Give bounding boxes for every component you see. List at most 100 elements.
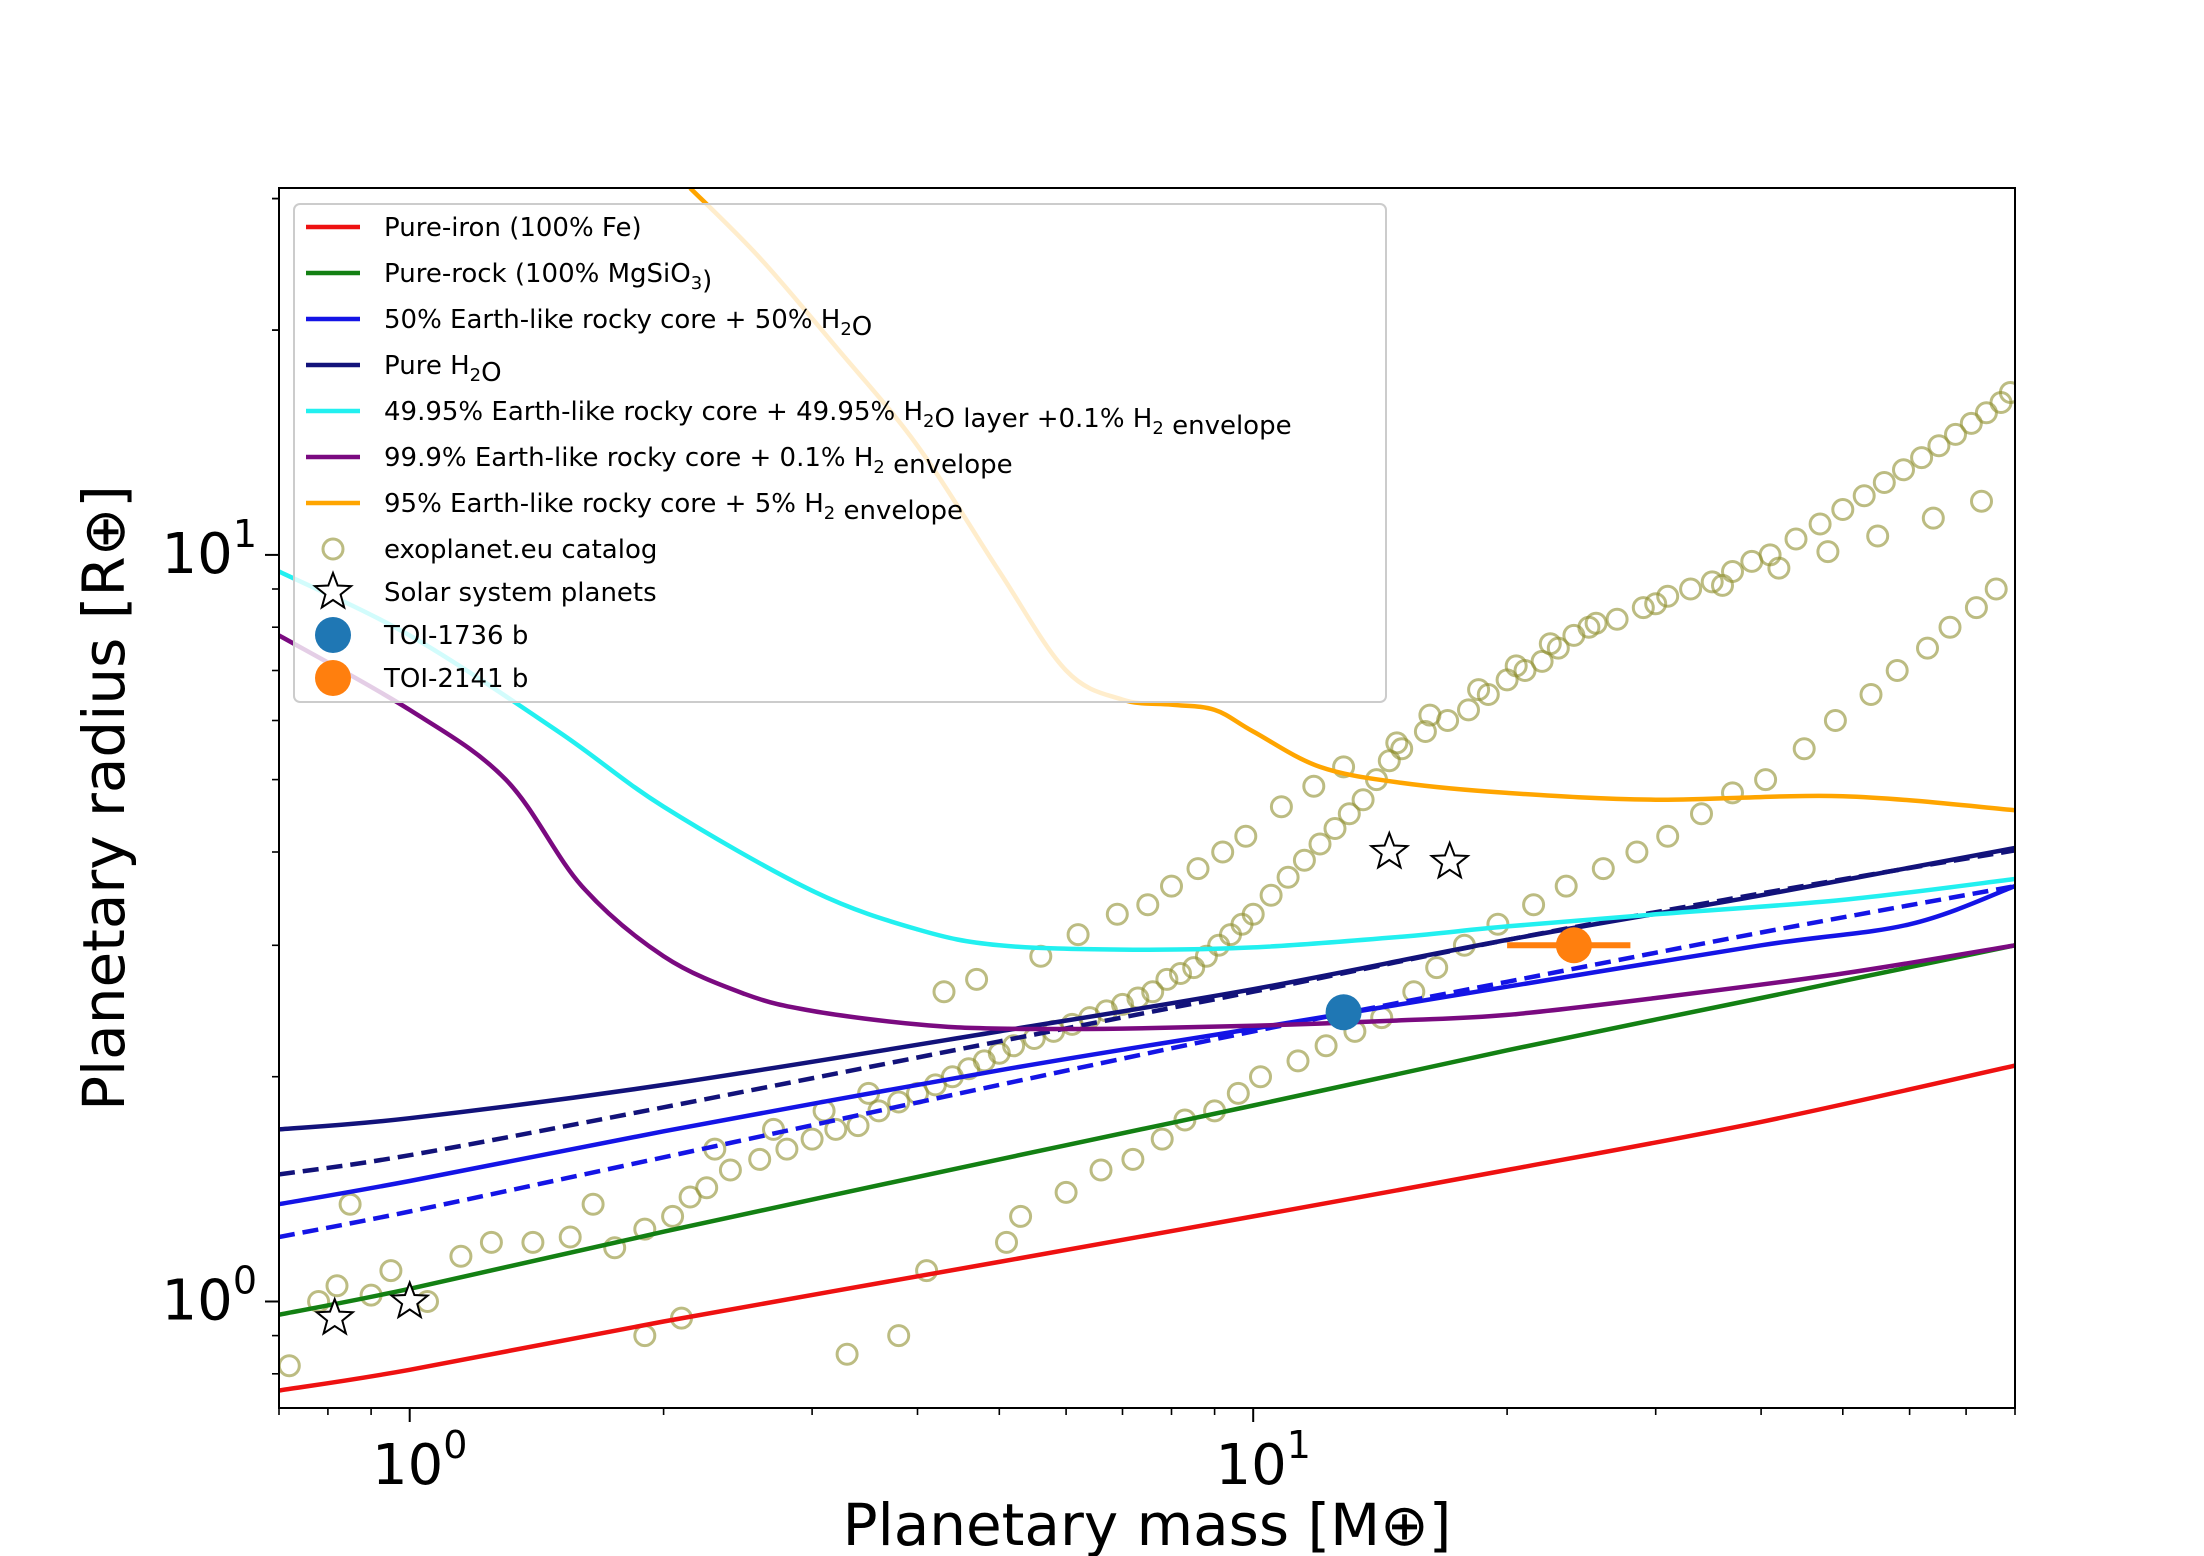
catalog-point xyxy=(1054,1180,1078,1204)
legend-entry-rock: Pure-rock (100% MgSiO3) xyxy=(306,259,712,296)
catalog-point xyxy=(915,1259,939,1283)
legend-entry-catalog: exoplanet.eu catalog xyxy=(321,535,657,565)
catalog-point xyxy=(1605,607,1629,631)
catalog-point xyxy=(1413,720,1437,743)
catalog-point xyxy=(1486,912,1510,936)
catalog-point xyxy=(1974,401,1998,425)
legend-swatch xyxy=(315,617,351,653)
curve-purewater-dashed xyxy=(279,848,2015,1177)
legend-entry-solar: Solar system planets xyxy=(312,570,657,610)
catalog-point xyxy=(1467,678,1491,702)
catalog-point xyxy=(1921,506,1945,530)
catalog-point xyxy=(1885,659,1909,682)
x-tick-label: 101 xyxy=(1215,1423,1310,1498)
catalog-point xyxy=(1186,857,1210,881)
catalog-point xyxy=(1892,458,1915,482)
legend-label: Pure-iron (100% Fe) xyxy=(384,213,642,243)
catalog-point xyxy=(1866,524,1890,548)
curve-cyan xyxy=(279,569,2015,952)
x-tick-label: 100 xyxy=(372,1423,467,1498)
catalog-point xyxy=(1644,592,1668,616)
catalog-point xyxy=(1182,956,1206,980)
planet-markers xyxy=(314,830,1631,1336)
catalog-point xyxy=(1425,956,1449,980)
legend-label: TOI-2141 b xyxy=(383,664,528,694)
catalog-point xyxy=(1823,709,1847,732)
catalog-point xyxy=(1808,512,1832,536)
catalog-point xyxy=(581,1192,605,1216)
catalog-point xyxy=(1754,768,1778,792)
catalog-point xyxy=(1711,573,1734,597)
catalog-point xyxy=(1259,883,1283,907)
y-tick-label: 100 xyxy=(162,1258,257,1333)
solar-system-star xyxy=(314,1296,356,1336)
legend-entry-toi2141: TOI-2141 b xyxy=(315,660,528,696)
legend-swatch xyxy=(315,660,351,696)
catalog-point xyxy=(1314,1034,1338,1058)
x-tick-labels: 100 101 xyxy=(372,1423,1311,1498)
legend: Pure-iron (100% Fe) Pure-rock (100% MgSiO… xyxy=(293,203,1387,703)
catalog-point xyxy=(1959,411,1983,435)
catalog-point xyxy=(1390,737,1414,761)
catalog-point xyxy=(1105,902,1129,926)
catalog-point xyxy=(1234,824,1258,848)
solar-system-star xyxy=(1428,839,1471,880)
plot-frame xyxy=(278,187,2016,1409)
catalog-point xyxy=(1700,570,1724,594)
catalog-point xyxy=(835,1342,859,1366)
catalog-point xyxy=(1816,540,1840,564)
catalog-point xyxy=(1767,556,1791,580)
catalog-point xyxy=(1002,1034,1026,1058)
legend-label: Pure H2O xyxy=(384,351,502,388)
catalog-point xyxy=(1249,1065,1272,1089)
legend-entry-cyan: 49.95% Earth-like rocky core + 49.95% H2… xyxy=(306,397,1292,441)
catalog-point xyxy=(1522,893,1546,917)
curve-water50 xyxy=(279,883,2015,1207)
catalog-point xyxy=(1323,817,1347,840)
catalog-point xyxy=(1141,980,1165,1004)
y-tick-labels: 100 101 xyxy=(162,512,257,1334)
target-toi2141 xyxy=(1555,927,1592,964)
catalog-point xyxy=(1656,824,1680,848)
catalog-point xyxy=(748,1147,772,1171)
catalog-point xyxy=(1970,489,1993,513)
catalog-point xyxy=(1337,802,1361,826)
catalog-point xyxy=(1111,992,1134,1016)
catalog-point xyxy=(1927,434,1951,458)
catalog-point xyxy=(1872,471,1896,494)
catalog-point xyxy=(1308,832,1332,856)
catalog-point xyxy=(1276,865,1300,889)
catalog-point xyxy=(1418,703,1442,727)
legend-frame xyxy=(293,203,1387,703)
catalog-point xyxy=(1385,731,1409,755)
catalog-point xyxy=(1721,560,1744,583)
catalog-point xyxy=(800,1127,824,1151)
legend-label: Pure-rock (100% MgSiO3) xyxy=(384,259,712,296)
x-axis-label: Planetary mass [M⊕] xyxy=(843,1491,1452,1556)
catalog-point xyxy=(1998,381,2015,404)
catalog-point xyxy=(338,1192,362,1216)
y-tick-label: 101 xyxy=(162,512,257,587)
catalog-point xyxy=(1859,683,1883,706)
curve-purple xyxy=(279,633,2015,1032)
catalog-point xyxy=(1938,615,1962,639)
legend-entry-purewater: Pure H2O xyxy=(306,351,502,388)
catalog-point xyxy=(1631,596,1655,620)
y-axis-label: Planetary radius [R⊕] xyxy=(70,485,138,1111)
legend-entry-toi1736: TOI-1736 b xyxy=(315,617,528,653)
catalog-point xyxy=(775,1137,799,1161)
catalog-point xyxy=(1910,446,1934,470)
catalog-point xyxy=(1554,874,1578,898)
catalog-point xyxy=(1584,611,1608,635)
catalog-point xyxy=(449,1244,473,1268)
legend-label: 50% Earth-like rocky core + 50% H2O xyxy=(384,305,872,342)
legend-label: exoplanet.eu catalog xyxy=(384,535,657,565)
catalog-point xyxy=(1211,840,1235,864)
catalog-point xyxy=(558,1225,582,1249)
catalog-point xyxy=(1169,962,1192,985)
catalog-point xyxy=(1226,1081,1250,1105)
catalog-point xyxy=(1286,1049,1310,1073)
catalog-point xyxy=(1207,933,1231,957)
catalog-point xyxy=(1964,596,1988,620)
catalog-point xyxy=(1150,1127,1174,1151)
